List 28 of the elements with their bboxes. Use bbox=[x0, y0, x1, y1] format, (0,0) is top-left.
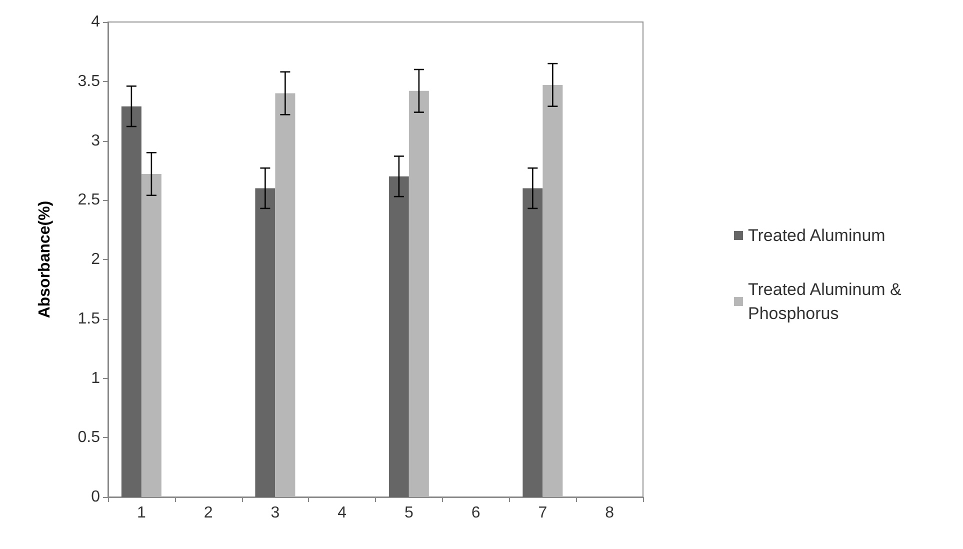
x-tick-label: 2 bbox=[204, 504, 213, 522]
legend-label: Treated Aluminum & Phosphorus bbox=[748, 280, 906, 323]
y-axis-title: Absorbance(%) bbox=[36, 200, 54, 318]
bar bbox=[121, 106, 142, 497]
bar bbox=[255, 188, 276, 497]
y-tick-label: 4 bbox=[91, 14, 100, 30]
x-tick-label: 4 bbox=[338, 504, 347, 522]
x-tick-label: 6 bbox=[471, 504, 480, 522]
y-tick-label: 0.5 bbox=[78, 429, 100, 446]
bar bbox=[408, 90, 429, 497]
x-tick-label: 8 bbox=[605, 504, 614, 522]
y-tick-label: 1 bbox=[91, 370, 100, 387]
bar bbox=[522, 188, 543, 497]
bar bbox=[275, 93, 296, 497]
y-tick-label: 3 bbox=[91, 132, 100, 150]
y-tick-label: 3.5 bbox=[78, 72, 100, 90]
legend-label: Treated Aluminum bbox=[748, 226, 886, 245]
x-tick-label: 7 bbox=[538, 504, 548, 522]
x-tick-label: 3 bbox=[270, 504, 280, 522]
x-tick-label: 1 bbox=[136, 504, 146, 522]
y-tick-label: 2 bbox=[91, 251, 100, 268]
y-tick-label: 1.5 bbox=[78, 310, 100, 328]
y-tick-label: 0 bbox=[91, 488, 100, 506]
bar bbox=[141, 174, 162, 497]
bar bbox=[388, 176, 409, 497]
bar bbox=[542, 84, 563, 497]
y-tick-label: 2.5 bbox=[78, 192, 100, 209]
x-tick-label: 5 bbox=[404, 504, 414, 522]
